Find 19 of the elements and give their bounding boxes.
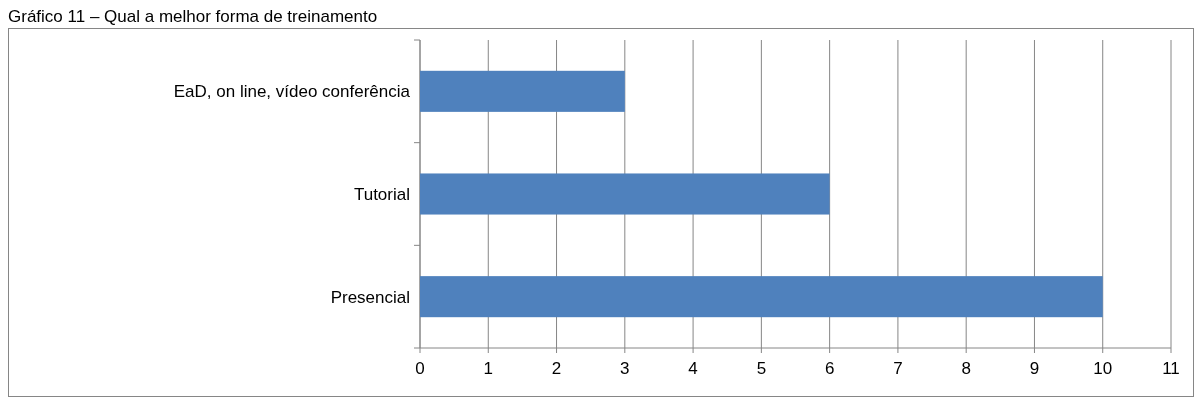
x-tick-label: 4 xyxy=(688,359,698,378)
bar xyxy=(420,173,830,215)
bar xyxy=(420,70,625,112)
bar xyxy=(420,276,1103,318)
y-tick-label: Presencial xyxy=(330,287,410,307)
x-tick-label: 9 xyxy=(1029,359,1040,378)
x-tick-label: 3 xyxy=(620,359,630,378)
x-tick-label: 11 xyxy=(1162,359,1180,378)
y-tick-label: Tutorial xyxy=(353,184,410,204)
x-tick-label: 1 xyxy=(483,359,494,378)
text: Gráfico 11 – Qual a melhor forma de treinamento xyxy=(8,7,378,26)
x-tick-label: 6 xyxy=(824,359,835,378)
x-tick-label: 5 xyxy=(756,359,767,378)
x-tick-label: 0 xyxy=(415,359,425,378)
x-tick-label: 8 xyxy=(961,359,971,378)
x-tick-label: 7 xyxy=(893,359,903,378)
y-tick-label: EaD, on line, vídeo conferência xyxy=(173,82,411,102)
x-tick-label: 10 xyxy=(1093,359,1113,378)
x-tick-label: 2 xyxy=(551,359,562,378)
